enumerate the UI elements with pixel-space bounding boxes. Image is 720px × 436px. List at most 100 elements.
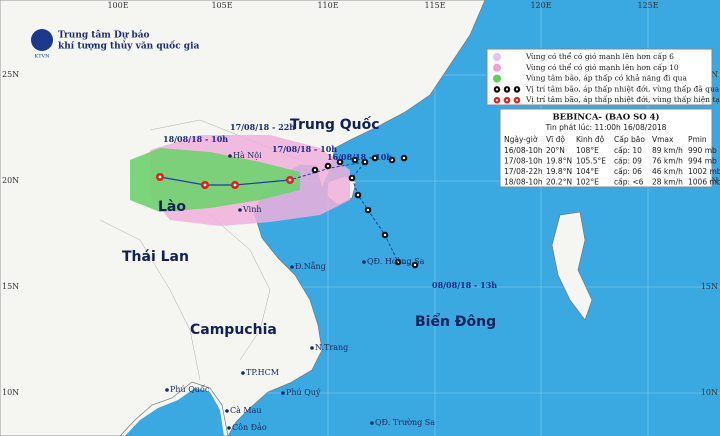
lat-label: 15N xyxy=(2,282,19,291)
place-dot xyxy=(165,388,169,392)
luzon xyxy=(551,211,593,321)
place-dot xyxy=(370,421,374,425)
gulf-thailand xyxy=(125,388,224,436)
country-label: Trung Quốc xyxy=(290,116,380,133)
table-cell: 19.8°N xyxy=(546,167,572,176)
table-cell: 17/08-22h xyxy=(504,167,543,176)
lon-label: 110E xyxy=(317,1,338,10)
forecast-position-eye xyxy=(233,183,237,187)
past-position-eye xyxy=(383,233,387,237)
place-dot xyxy=(225,409,229,413)
lon-label: 120E xyxy=(530,1,551,10)
agency-name: Trung tâm Dự báo xyxy=(58,30,150,41)
legend-label: Vị trí tâm bão, áp thấp nhiệt đới, vùng … xyxy=(525,95,720,104)
lon-label: 115E xyxy=(424,1,445,10)
past-position-eye xyxy=(363,160,367,164)
table-cell: 76 km/h xyxy=(652,157,683,166)
legend-label: Vùng có thể có gió mạnh lên hơn cấp 10 xyxy=(525,63,679,72)
place-label: Phú Quý xyxy=(286,388,321,397)
logo xyxy=(31,29,53,51)
place-dot xyxy=(362,260,366,264)
lat-label: 20N xyxy=(2,176,19,185)
place-dot xyxy=(228,154,232,158)
table-cell: 105.5°E xyxy=(576,157,606,166)
track-time-label: 17/08/18 - 10h xyxy=(272,144,337,154)
track-time-label: 08/08/18 - 13h xyxy=(432,280,497,290)
column-header: Ngày-giờ xyxy=(504,135,538,144)
place-label: QĐ. Trường Sa xyxy=(375,418,435,427)
place-dot xyxy=(290,265,294,269)
past-position-eye xyxy=(313,168,317,172)
country-label: Campuchia xyxy=(190,322,277,338)
map-line: Ngày-giờ Vĩ độ Kinh độ Cấp bão Vmax Pmin 16/08… xyxy=(504,135,720,187)
place-dot xyxy=(238,208,242,212)
track-time-label: 17/08/18 - 22h xyxy=(230,122,295,132)
lon-label: 105E xyxy=(211,1,232,10)
place-label: Vinh xyxy=(242,205,262,214)
track-time-label: 18/08/18 - 10h xyxy=(163,134,228,144)
place-dot xyxy=(281,391,285,395)
lon-label: 100E xyxy=(107,1,128,10)
place-label: Côn Đảo xyxy=(232,423,267,432)
country-label: Biển Đông xyxy=(415,313,496,330)
past-position-eye xyxy=(402,156,406,160)
lat-label: 10N xyxy=(701,388,718,397)
zone-center xyxy=(130,148,300,212)
table-cell: 16/08-10h xyxy=(504,146,543,155)
past-position-eye xyxy=(413,263,417,267)
place-label: Cà Mau xyxy=(230,406,262,415)
table-cell: 28 km/h xyxy=(652,178,683,187)
legend-symbol-eye xyxy=(495,99,499,102)
table-cell: 1002 mb xyxy=(688,167,720,176)
country-label: Thái Lan xyxy=(122,249,189,265)
storm-name: BEBINCA- (BAO SO 4) xyxy=(552,112,659,123)
forecast-position-eye xyxy=(203,183,207,187)
legend-symbol-eye xyxy=(515,99,519,102)
table-cell: 46 km/h xyxy=(652,167,683,176)
table-cell: cấp: <6 xyxy=(614,178,644,187)
table-cell: 89 km/h xyxy=(652,146,683,155)
legend-symbol-eye xyxy=(515,88,519,91)
track-forecast xyxy=(159,176,291,186)
forecast-position-eye xyxy=(158,175,162,179)
past-position-eye xyxy=(373,156,377,160)
issued-time: Tin phát lúc: 11:00h 16/08/2018 xyxy=(545,123,667,132)
column-header: Vĩ độ xyxy=(546,135,565,144)
legend-symbol-eye xyxy=(505,88,509,91)
legend-swatch xyxy=(493,53,501,61)
legend-swatch xyxy=(493,63,501,72)
past-position-eye xyxy=(390,158,394,162)
past-position-eye xyxy=(353,158,357,162)
map-line: Vùng có thể có gió mạnh lên hơn cấp 6 Vùn… xyxy=(493,52,720,104)
past-position-eye xyxy=(350,176,354,180)
place-dot xyxy=(227,426,231,430)
table-cell: 17/08-10h xyxy=(504,157,543,166)
table-cell: cấp: 06 xyxy=(614,167,642,176)
place-dot xyxy=(241,371,245,375)
table-cell: 104°E xyxy=(576,167,599,176)
agency-name: khí tượng thủy văn quốc gia xyxy=(58,40,200,52)
past-position-eye xyxy=(356,193,360,197)
legend-box xyxy=(486,48,713,106)
track-symbols xyxy=(156,154,419,269)
past-position-eye xyxy=(338,160,342,164)
past-position-eye xyxy=(366,208,370,212)
lat-label: 25N xyxy=(2,70,19,79)
country-label: Lào xyxy=(158,199,186,215)
header: KTVN Trung tâm Dự báo khí tượng thủy văn… xyxy=(31,29,200,60)
legend-label: Vùng tâm bão, áp thấp có khả năng đi qua xyxy=(525,74,687,83)
table-cell: cấp: 10 xyxy=(614,146,642,155)
table-cell: 1006 mb xyxy=(688,178,720,187)
track-time-label: 16/08/18 - 10h xyxy=(327,152,392,162)
logo-text: KTVN xyxy=(34,54,50,60)
column-header: Pmin xyxy=(688,135,707,144)
legend-swatch xyxy=(493,74,501,83)
table-cell: 20.2°N xyxy=(546,178,572,187)
lon-label: 125E xyxy=(637,1,658,10)
legend-label: Vị trí tâm bão, áp thấp nhiệt đới, vùng … xyxy=(525,84,720,93)
column-header: Kinh độ xyxy=(576,135,605,144)
place-label: N.Trang xyxy=(315,343,348,352)
